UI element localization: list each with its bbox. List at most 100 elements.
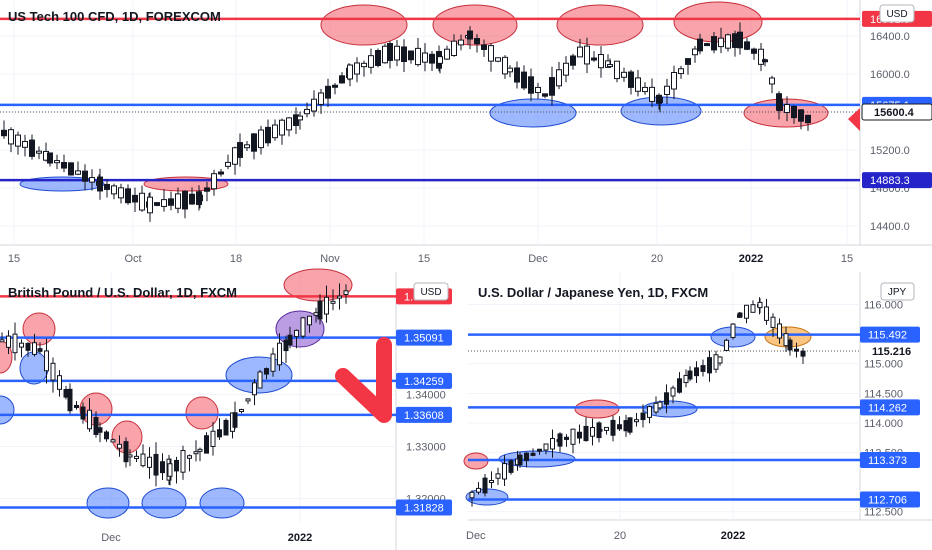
candle-body	[604, 426, 609, 431]
candle-body	[22, 141, 28, 148]
candle-body	[671, 72, 677, 90]
candle-body	[368, 55, 374, 68]
candle-body	[664, 85, 670, 96]
y-tick-label: 14400.0	[870, 221, 910, 233]
candle-body	[317, 300, 323, 320]
x-tick-label: Oct	[124, 253, 141, 265]
level-price-tag	[396, 499, 452, 516]
red-zone-ellipse	[556, 4, 644, 46]
candle-body	[543, 443, 549, 451]
candle-body	[154, 202, 160, 206]
candle-body	[19, 342, 24, 348]
candle-body	[180, 449, 186, 473]
level-price-tag	[396, 329, 452, 346]
candle-body	[311, 98, 317, 112]
candle-body	[617, 424, 622, 430]
candle-body	[47, 152, 53, 164]
candle-body	[549, 77, 555, 96]
y-tick-label: 1.33000	[406, 441, 446, 453]
candle-body	[737, 312, 743, 318]
gbpusd-level-lines	[0, 295, 396, 509]
candle-body	[237, 142, 243, 158]
candle-body	[257, 371, 263, 389]
x-tick-label: Dec	[528, 253, 548, 265]
level-price-tag	[862, 172, 932, 189]
candle-body	[495, 473, 501, 479]
candle-body	[89, 177, 95, 183]
candle-body	[111, 185, 117, 195]
candle-body	[324, 296, 329, 315]
candle-body	[0, 339, 5, 343]
candle-body	[649, 86, 655, 102]
candle-body	[730, 323, 736, 338]
candle-body	[697, 38, 703, 52]
gbpusd-x-axis: Dec 2022	[101, 532, 312, 544]
usdjpy-chart-panel[interactable]: U.S. Dollar / Japanese Yen, 1D, FXCM 116…	[463, 272, 932, 542]
candle-body	[6, 335, 11, 348]
level-price-label: 114.262	[868, 402, 907, 414]
candle-body	[279, 119, 285, 136]
current-price-label: 15600.4	[874, 107, 915, 119]
current-price-label: 115.216	[872, 346, 911, 358]
candle-body	[239, 408, 244, 412]
candle-body	[134, 455, 139, 460]
gbpusd-chart-panel[interactable]: British Pound / U.S. Dollar, 1D, FXCM 1.…	[0, 268, 452, 550]
svg-text:USD: USD	[886, 9, 907, 20]
nasdaq-currency-badge[interactable]: USD	[879, 4, 915, 23]
purple-zone-ellipse	[275, 310, 325, 348]
candle-body	[182, 190, 188, 210]
candle-body	[87, 409, 92, 430]
candle-body	[495, 57, 501, 62]
candle-body	[204, 187, 210, 192]
candle-body	[787, 339, 793, 351]
candle-body	[429, 53, 435, 64]
x-tick-label: 20	[614, 530, 626, 542]
candle-body	[61, 162, 67, 169]
candle-body	[12, 333, 18, 354]
candle-body	[634, 419, 639, 423]
candle-body	[343, 290, 349, 296]
candle-body	[147, 456, 152, 468]
candle-body	[313, 312, 319, 316]
candle-body	[713, 354, 719, 370]
candle-body	[75, 170, 81, 175]
candle-body	[598, 54, 604, 69]
y-tick-label: 112.500	[864, 507, 903, 519]
candle-body	[451, 40, 457, 56]
nasdaq-chart-panel[interactable]: US Tech 100 CFD, 1D, FOREXCOM 14400.0 148…	[0, 0, 932, 272]
x-tick-label: 18	[230, 253, 242, 265]
candle-body	[694, 367, 699, 377]
candle-body	[583, 425, 589, 442]
current-price-tag	[861, 103, 932, 121]
candle-body	[653, 402, 659, 413]
candle-body	[687, 370, 693, 380]
candle-body	[542, 93, 548, 97]
red-zone-ellipse	[22, 312, 56, 346]
candle-body	[508, 460, 514, 473]
candle-body	[68, 162, 74, 176]
candle-body	[458, 39, 464, 46]
level-price-label: 1.35091	[404, 333, 444, 345]
candle-body	[252, 382, 257, 396]
gbpusd-currency-badge[interactable]: USD	[413, 282, 449, 301]
candle-body	[798, 109, 804, 122]
candle-body	[50, 362, 56, 381]
candle-body	[507, 67, 513, 73]
candle-body	[232, 147, 238, 165]
candle-body	[110, 439, 116, 443]
nasdaq-level-lines	[0, 17, 860, 182]
candle-body	[197, 448, 203, 452]
candle-body	[104, 431, 109, 440]
candle-body	[265, 126, 271, 144]
usdjpy-currency-badge[interactable]: JPY	[880, 282, 915, 301]
candle-body	[564, 436, 569, 440]
red-zone-ellipse	[673, 1, 763, 43]
level-price-label: 14883.3	[870, 175, 910, 187]
candle-body	[777, 99, 783, 111]
y-tick-label: 1.34000	[406, 389, 446, 401]
price-marker-icon	[848, 108, 860, 131]
level-price-label: 112.706	[868, 495, 907, 507]
candle-body	[657, 401, 663, 409]
candle-body	[762, 59, 768, 63]
candle-body	[339, 75, 345, 84]
